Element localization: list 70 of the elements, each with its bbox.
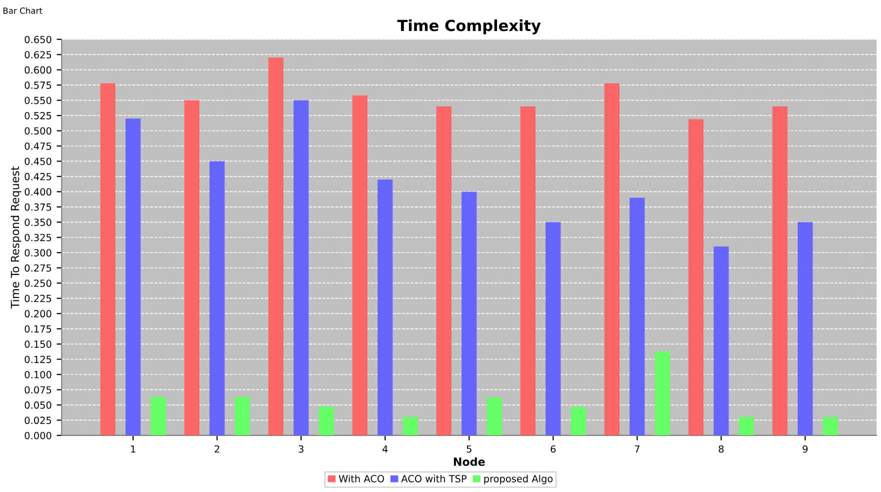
y-tick-label: 0.025 [24,416,52,424]
x-tick-label: 9 [802,445,808,453]
y-tick-label: 0.275 [24,264,52,272]
bar [604,83,620,436]
legend-label: proposed Algo [484,474,553,484]
y-tick-label: 0.550 [24,96,52,104]
bar [318,406,334,436]
bar [570,406,586,436]
bar [520,106,536,436]
bar [486,398,502,436]
bar [378,180,393,436]
y-tick-label: 0.400 [24,188,52,196]
chart-title: Time Complexity [397,19,541,34]
bar [546,222,561,436]
y-tick-label: 0.175 [24,325,52,333]
x-tick-label: 8 [718,445,724,453]
bar [654,351,670,436]
x-tick-label: 4 [382,445,388,453]
bar [268,58,284,436]
text: Bar Chart [3,7,42,14]
x-axis-title: Node [454,457,485,466]
bar [772,106,788,436]
x-tick-label: 6 [550,445,556,453]
y-tick-label: 0.625 [24,51,52,58]
y-tick-label: 0.650 [24,36,52,44]
y-tick-label: 0.050 [24,401,52,409]
x-tick-label: 7 [634,445,640,453]
y-tick-label: 0.225 [24,294,52,302]
x-tick-label: 3 [298,445,304,453]
x-tick-label: 2 [214,445,220,453]
y-tick-label: 0.325 [24,234,52,242]
legend-label: With ACO [338,474,384,482]
bar [100,83,116,436]
y-tick-label: 0.300 [24,249,52,256]
bar [184,100,200,436]
bar [150,397,166,436]
y-tick-label: 0.600 [24,66,52,74]
bar [798,222,813,436]
y-tick-label: 0.475 [24,142,52,150]
x-tick-label: 5 [466,445,472,453]
y-tick-label: 0.525 [24,112,52,120]
y-tick-label: 0.000 [24,432,52,440]
bar [234,397,250,436]
y-tick-label: 0.450 [24,158,52,166]
bar [352,95,368,436]
y-tick-label: 0.375 [24,203,52,211]
y-tick-label: 0.575 [24,82,52,89]
y-tick-label: 0.350 [24,218,52,226]
bar [630,198,645,436]
bar [462,192,477,436]
bar [822,417,838,436]
y-tick-label: 0.100 [24,370,52,378]
y-tick-label: 0.200 [24,310,52,318]
bar [126,118,141,436]
bar [714,246,729,436]
y-tick-label: 0.425 [24,172,52,180]
y-tick-label: 0.075 [24,386,52,394]
y-tick-label: 0.125 [24,356,52,364]
y-tick-label: 0.500 [24,127,52,135]
bar [294,100,309,436]
y-tick-label: 0.150 [24,340,52,348]
x-tick-label: 1 [131,445,136,453]
bar [210,161,225,436]
legend-label: ACO with TSP [401,474,467,482]
bar [402,417,418,436]
bar [738,417,754,436]
y-tick-label: 0.250 [24,280,52,287]
bar [688,119,704,436]
bar [436,106,452,436]
y-axis-title: Time To Respond Request [10,166,22,309]
